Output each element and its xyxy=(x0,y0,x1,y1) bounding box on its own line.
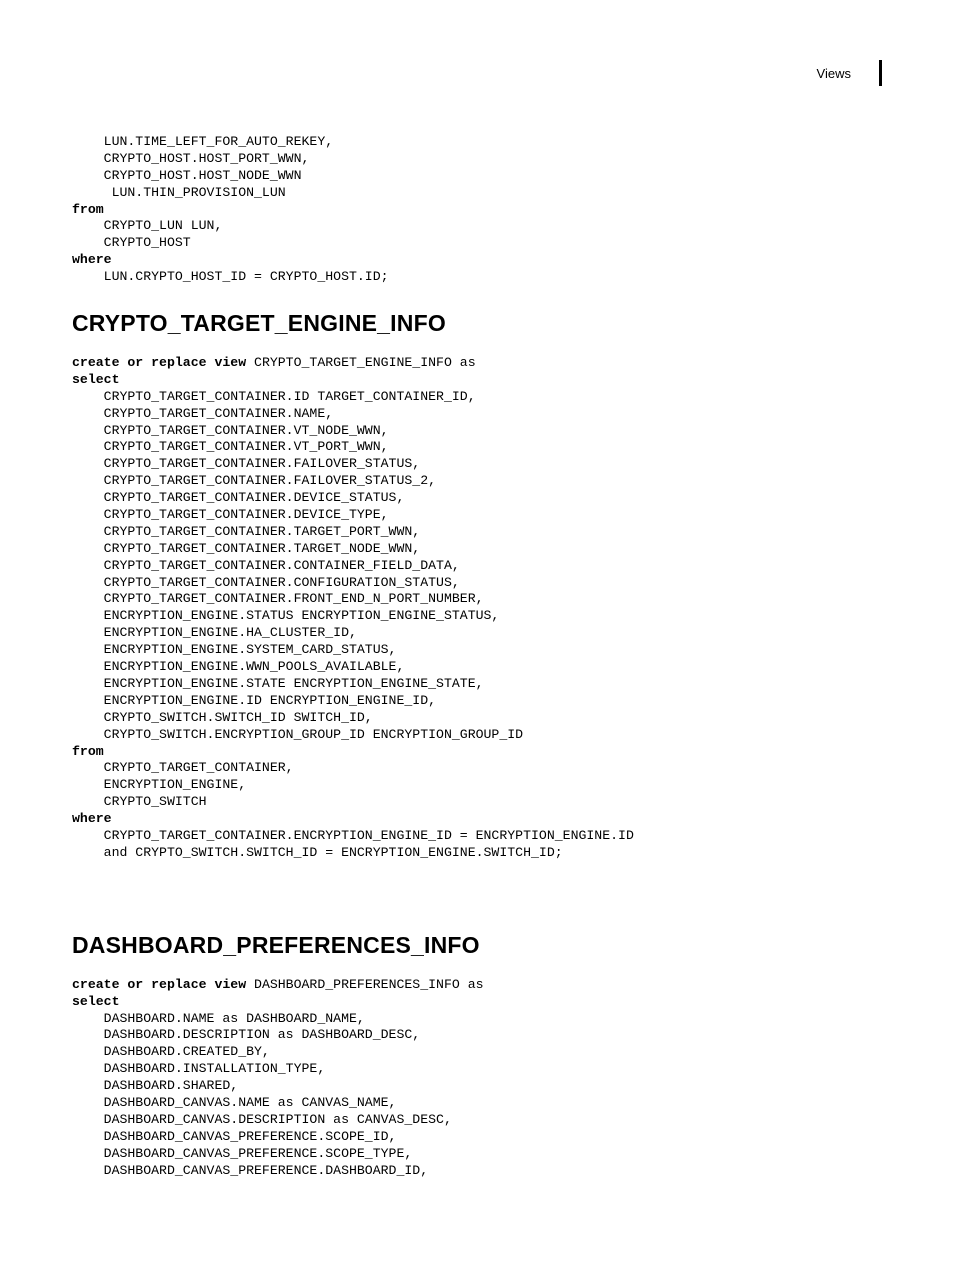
section-heading-crypto-target-engine-info: CRYPTO_TARGET_ENGINE_INFO xyxy=(72,310,882,337)
header-rule-icon xyxy=(879,60,882,86)
code-line: CRYPTO_TARGET_CONTAINER.TARGET_PORT_WWN, xyxy=(72,524,420,539)
code-line: DASHBOARD.INSTALLATION_TYPE, xyxy=(72,1061,325,1076)
code-line: CRYPTO_TARGET_CONTAINER.VT_PORT_WWN, xyxy=(72,439,389,454)
code-line: ENCRYPTION_ENGINE, xyxy=(72,777,246,792)
code-line: CRYPTO_LUN LUN, xyxy=(72,218,222,233)
code-line: DASHBOARD.SHARED, xyxy=(72,1078,238,1093)
code-block-3: create or replace view DASHBOARD_PREFERE… xyxy=(72,977,882,1180)
code-line: ENCRYPTION_ENGINE.STATUS ENCRYPTION_ENGI… xyxy=(72,608,499,623)
code-line: CRYPTO_TARGET_CONTAINER.DEVICE_STATUS, xyxy=(72,490,404,505)
keyword-from: from xyxy=(72,744,104,759)
code-line: CRYPTO_SWITCH.SWITCH_ID SWITCH_ID, xyxy=(72,710,373,725)
code-line: CRYPTO_SWITCH.ENCRYPTION_GROUP_ID ENCRYP… xyxy=(72,727,523,742)
code-line: DASHBOARD_CANVAS_PREFERENCE.SCOPE_TYPE, xyxy=(72,1146,412,1161)
code-line: DASHBOARD_CANVAS.DESCRIPTION as CANVAS_D… xyxy=(72,1112,452,1127)
code-line: CRYPTO_TARGET_CONTAINER.TARGET_NODE_WWN, xyxy=(72,541,420,556)
code-line: CRYPTO_SWITCH xyxy=(72,794,207,809)
code-line: and CRYPTO_SWITCH.SWITCH_ID = ENCRYPTION… xyxy=(72,845,563,860)
code-line: CRYPTO_TARGET_CONTAINER.NAME, xyxy=(72,406,333,421)
keyword-create: create or replace view xyxy=(72,355,254,370)
header-label: Views xyxy=(817,66,851,81)
section-heading-dashboard-preferences-info: DASHBOARD_PREFERENCES_INFO xyxy=(72,932,882,959)
code-block-2: create or replace view CRYPTO_TARGET_ENG… xyxy=(72,355,882,862)
code-line: CRYPTO_TARGET_CONTAINER.ID TARGET_CONTAI… xyxy=(72,389,476,404)
code-text: CRYPTO_TARGET_ENGINE_INFO as xyxy=(254,355,476,370)
page-header: Views xyxy=(72,60,882,86)
code-line: DASHBOARD.DESCRIPTION as DASHBOARD_DESC, xyxy=(72,1027,420,1042)
code-line: CRYPTO_HOST.HOST_NODE_WWN xyxy=(72,168,302,183)
code-line: CRYPTO_TARGET_CONTAINER.FAILOVER_STATUS_… xyxy=(72,473,436,488)
code-line: CRYPTO_TARGET_CONTAINER.ENCRYPTION_ENGIN… xyxy=(72,828,634,843)
keyword-select: select xyxy=(72,372,119,387)
code-line: CRYPTO_TARGET_CONTAINER.VT_NODE_WWN, xyxy=(72,423,389,438)
code-line: ENCRYPTION_ENGINE.SYSTEM_CARD_STATUS, xyxy=(72,642,396,657)
code-line: ENCRYPTION_ENGINE.WWN_POOLS_AVAILABLE, xyxy=(72,659,404,674)
keyword-select: select xyxy=(72,994,119,1009)
code-line: CRYPTO_HOST.HOST_PORT_WWN, xyxy=(72,151,309,166)
keyword-from: from xyxy=(72,202,104,217)
code-line: ENCRYPTION_ENGINE.ID ENCRYPTION_ENGINE_I… xyxy=(72,693,436,708)
code-text: DASHBOARD_PREFERENCES_INFO as xyxy=(254,977,484,992)
code-line: DASHBOARD.CREATED_BY, xyxy=(72,1044,270,1059)
code-line: DASHBOARD_CANVAS_PREFERENCE.DASHBOARD_ID… xyxy=(72,1163,428,1178)
code-line: ENCRYPTION_ENGINE.HA_CLUSTER_ID, xyxy=(72,625,357,640)
code-line: DASHBOARD_CANVAS_PREFERENCE.SCOPE_ID, xyxy=(72,1129,396,1144)
keyword-where: where xyxy=(72,811,112,826)
code-block-1: LUN.TIME_LEFT_FOR_AUTO_REKEY, CRYPTO_HOS… xyxy=(72,134,882,286)
code-line: CRYPTO_TARGET_CONTAINER.CONFIGURATION_ST… xyxy=(72,575,460,590)
keyword-where: where xyxy=(72,252,112,267)
code-line: LUN.THIN_PROVISION_LUN xyxy=(72,185,286,200)
code-line: CRYPTO_TARGET_CONTAINER.FAILOVER_STATUS, xyxy=(72,456,420,471)
code-line: ENCRYPTION_ENGINE.STATE ENCRYPTION_ENGIN… xyxy=(72,676,484,691)
code-line: CRYPTO_TARGET_CONTAINER.DEVICE_TYPE, xyxy=(72,507,389,522)
spacer xyxy=(72,886,882,914)
code-line: CRYPTO_TARGET_CONTAINER.FRONT_END_N_PORT… xyxy=(72,591,484,606)
code-line: CRYPTO_TARGET_CONTAINER, xyxy=(72,760,294,775)
code-line: DASHBOARD_CANVAS.NAME as CANVAS_NAME, xyxy=(72,1095,396,1110)
keyword-create: create or replace view xyxy=(72,977,254,992)
code-line: CRYPTO_HOST xyxy=(72,235,191,250)
code-line: DASHBOARD.NAME as DASHBOARD_NAME, xyxy=(72,1011,365,1026)
code-line: LUN.CRYPTO_HOST_ID = CRYPTO_HOST.ID; xyxy=(72,269,389,284)
code-line: CRYPTO_TARGET_CONTAINER.CONTAINER_FIELD_… xyxy=(72,558,460,573)
code-line: LUN.TIME_LEFT_FOR_AUTO_REKEY, xyxy=(72,134,333,149)
